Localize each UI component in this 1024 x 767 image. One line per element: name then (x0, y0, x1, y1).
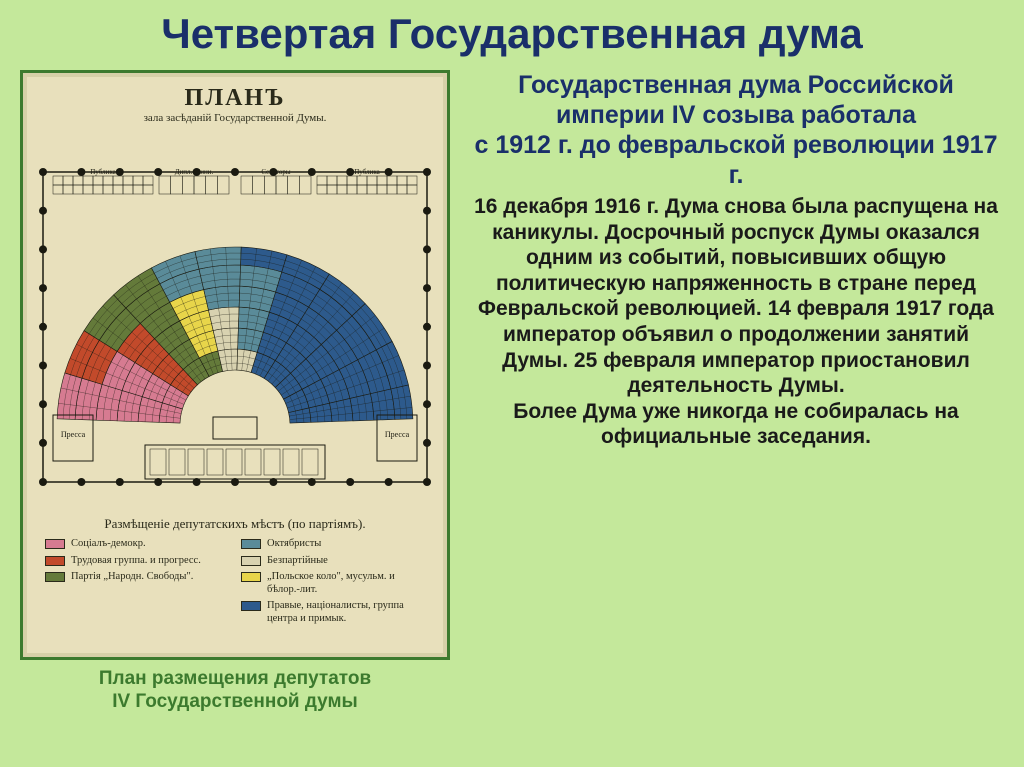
image-caption: План размещения депутатов IV Государстве… (99, 668, 371, 714)
caption-line2: IV Государственной думы (112, 691, 358, 712)
legend-swatch (241, 539, 261, 549)
plan-subheader: зала засѣданій Государственной Думы. (35, 112, 435, 124)
legend-label: Правые, націоналисты, группа центра и пр… (267, 600, 425, 625)
plan-header: ПЛАНЪ (35, 85, 435, 112)
legend-item: Октябристы (241, 538, 425, 551)
legend-swatch (241, 556, 261, 566)
text-header: Государственная дума Российской империи … (468, 70, 1004, 190)
legend-item (45, 600, 229, 625)
left-column: ПЛАНЪ зала засѣданій Государственной Дум… (20, 70, 450, 745)
svg-text:Публика: Публика (90, 168, 116, 176)
seating-title: Размѣщеніе депутатскихъ мѣстъ (по партія… (35, 516, 435, 532)
svg-text:Публика: Публика (354, 168, 380, 176)
legend-label: Трудовая группа. и прогресс. (71, 555, 201, 568)
legend-item: Партія „Народн. Свободы". (45, 571, 229, 596)
legend-label: Партія „Народн. Свободы". (71, 571, 193, 584)
legend-item: Соціалъ-демокр. (45, 538, 229, 551)
legend-swatch (241, 601, 261, 611)
legend-grid: Соціалъ-демокр. Октябристы Трудовая группа… (35, 532, 435, 632)
legend-item: „Польское коло", мусульм. и бѣлор.-лит. (241, 571, 425, 596)
legend-swatch (45, 556, 65, 566)
legend-item: Безпартійные (241, 555, 425, 568)
right-column: Государственная дума Российской империи … (468, 70, 1004, 745)
slide: Четвертая Государственная дума ПЛАНЪ зал… (0, 0, 1024, 767)
caption-line1: План размещения депутатов (99, 668, 371, 689)
legend-label: Октябристы (267, 538, 321, 551)
legend-label: Соціалъ-демокр. (71, 538, 146, 551)
legend-swatch (45, 539, 65, 549)
hemicycle-chart: ПубликаДипл. Мини.СенаторыПубликаПрессаП… (35, 130, 435, 510)
svg-text:Пресса: Пресса (61, 430, 86, 439)
legend-swatch (241, 572, 261, 582)
legend-label: „Польское коло", мусульм. и бѣлор.-лит. (267, 571, 425, 596)
legend-label: Безпартійные (267, 555, 328, 568)
legend-item: Трудовая группа. и прогресс. (45, 555, 229, 568)
page-title: Четвертая Государственная дума (20, 10, 1004, 58)
plan-frame: ПЛАНЪ зала засѣданій Государственной Дум… (20, 70, 450, 660)
legend-item: Правые, націоналисты, группа центра и пр… (241, 600, 425, 625)
svg-text:Пресса: Пресса (385, 430, 410, 439)
content-row: ПЛАНЪ зала засѣданій Государственной Дум… (20, 70, 1004, 745)
hemicycle-svg: ПубликаДипл. Мини.СенаторыПубликаПрессаП… (35, 130, 435, 510)
plan-paper: ПЛАНЪ зала засѣданій Государственной Дум… (27, 77, 443, 653)
legend-swatch (45, 572, 65, 582)
text-body: 16 декабря 1916 г. Дума снова была распу… (468, 194, 1004, 450)
